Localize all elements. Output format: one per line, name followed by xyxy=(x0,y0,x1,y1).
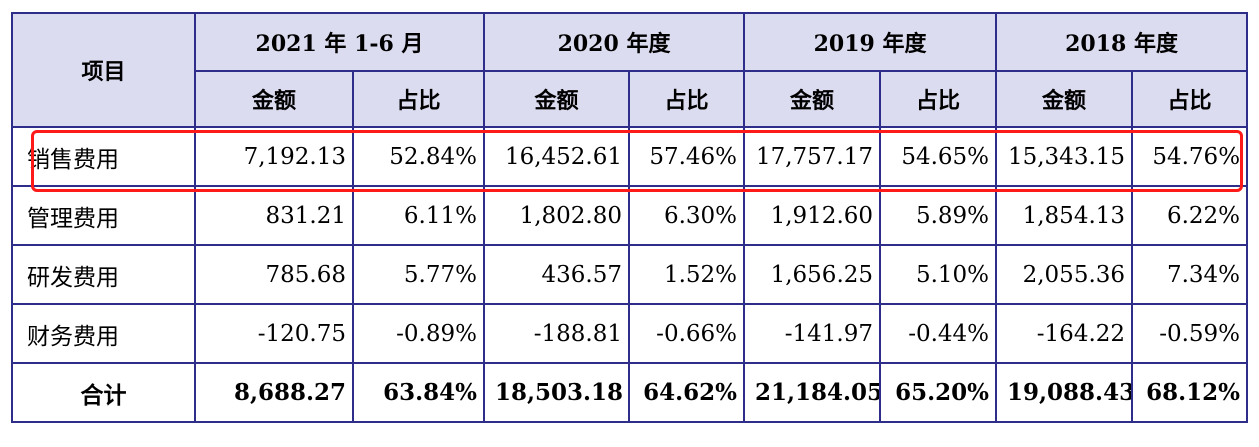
table-cell: 1,912.60 xyxy=(743,185,882,246)
table-cell: 1,802.80 xyxy=(483,185,630,246)
table-cell: 16,452.61 xyxy=(483,126,630,187)
expense-table: 项目 2021 年 1-6 月 2020 年度 2019 年度 2018 年度 … xyxy=(11,12,1249,423)
ratio-header: 占比 xyxy=(627,70,746,128)
table-cell: 785.68 xyxy=(194,244,354,305)
table-cell: 64.62% xyxy=(627,362,746,423)
row-label: 研发费用 xyxy=(11,244,196,305)
amount-header: 金额 xyxy=(483,70,630,128)
table-cell: 18,503.18 xyxy=(483,362,630,423)
table-cell: -0.44% xyxy=(879,303,998,364)
table-cell: 65.20% xyxy=(879,362,998,423)
ratio-header: 占比 xyxy=(1131,70,1249,128)
table-cell: 57.46% xyxy=(627,126,746,187)
table-cell: 1,656.25 xyxy=(743,244,882,305)
table-cell: 1.52% xyxy=(627,244,746,305)
table-cell: 68.12% xyxy=(1131,362,1249,423)
table-row-financial-expenses: 财务费用 -120.75 -0.89% -188.81 -0.66% -141.… xyxy=(11,303,1249,364)
header-row-subcolumns: 金额 占比 金额 占比 金额 占比 金额 占比 xyxy=(12,70,1249,128)
table-cell: 6.11% xyxy=(352,185,485,246)
ratio-header: 占比 xyxy=(879,70,998,128)
table-cell: -0.59% xyxy=(1131,303,1249,364)
table-cell: -0.66% xyxy=(627,303,746,364)
ratio-header: 占比 xyxy=(352,70,485,128)
row-label: 管理费用 xyxy=(11,185,196,246)
table-cell: 63.84% xyxy=(352,362,485,423)
table-cell: 1,854.13 xyxy=(995,185,1134,246)
table-cell: -188.81 xyxy=(483,303,630,364)
table-cell: 5.10% xyxy=(879,244,998,305)
table-cell: -120.75 xyxy=(194,303,354,364)
table-cell: 17,757.17 xyxy=(743,126,882,187)
table-cell: 19,088.43 xyxy=(995,362,1134,423)
table-row-selling-expenses: 销售费用 7,192.13 52.84% 16,452.61 57.46% 17… xyxy=(11,126,1249,187)
table-cell: 54.65% xyxy=(879,126,998,187)
table-cell: 6.30% xyxy=(627,185,746,246)
table-cell: 831.21 xyxy=(194,185,354,246)
table-cell: -0.89% xyxy=(352,303,485,364)
table-cell: 6.22% xyxy=(1131,185,1249,246)
row-label: 合计 xyxy=(11,362,196,423)
table-cell: -141.97 xyxy=(743,303,882,364)
table-cell: 8,688.27 xyxy=(194,362,354,423)
period-header-2021h1: 2021 年 1-6 月 xyxy=(194,12,485,72)
table-cell: 7,192.13 xyxy=(194,126,354,187)
amount-header: 金额 xyxy=(194,70,354,128)
table-row-total: 合计 8,688.27 63.84% 18,503.18 64.62% 21,1… xyxy=(11,362,1249,423)
table-cell: 5.77% xyxy=(352,244,485,305)
period-header-2020: 2020 年度 xyxy=(482,12,746,72)
table-cell: 2,055.36 xyxy=(995,244,1134,305)
table-row-rd-expenses: 研发费用 785.68 5.77% 436.57 1.52% 1,656.25 … xyxy=(11,244,1249,305)
header-row-periods: 项目 2021 年 1-6 月 2020 年度 2019 年度 2018 年度 xyxy=(11,12,1249,128)
table-cell: 7.34% xyxy=(1131,244,1249,305)
table-cell: 436.57 xyxy=(483,244,630,305)
table-cell: 21,184.05 xyxy=(743,362,882,423)
item-header: 项目 xyxy=(11,12,196,128)
table-row-admin-expenses: 管理费用 831.21 6.11% 1,802.80 6.30% 1,912.6… xyxy=(11,185,1249,246)
amount-header: 金额 xyxy=(743,70,882,128)
table-cell: 52.84% xyxy=(352,126,485,187)
period-header-2019: 2019 年度 xyxy=(743,12,998,72)
amount-header: 金额 xyxy=(995,70,1134,128)
row-label: 财务费用 xyxy=(11,303,196,364)
table-cell: 5.89% xyxy=(879,185,998,246)
period-header-2018: 2018 年度 xyxy=(995,12,1249,72)
table-cell: 54.76% xyxy=(1131,126,1249,187)
table-cell: -164.22 xyxy=(995,303,1134,364)
row-label: 销售费用 xyxy=(11,126,196,187)
table-cell: 15,343.15 xyxy=(995,126,1134,187)
